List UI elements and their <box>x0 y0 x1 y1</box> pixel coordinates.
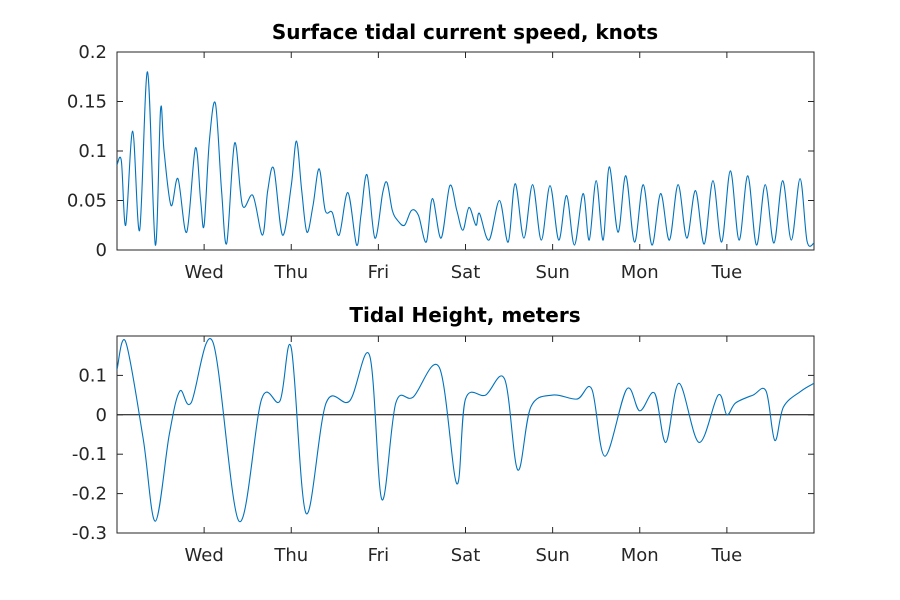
series-line-current-speed <box>117 71 814 247</box>
y-tick-label: -0.2 <box>72 484 107 505</box>
chart-title-current-speed: Surface tidal current speed, knots <box>272 20 658 44</box>
x-tick-label-sat: Sat <box>451 262 481 283</box>
x-tick-label-sun: Sun <box>536 545 570 566</box>
y-axis-current-speed: 0 0.05 0.1 0.15 0.2 <box>67 42 814 261</box>
y-tick-label: 0.05 <box>67 191 107 212</box>
series-line-tidal-height <box>117 338 814 522</box>
y-tick-label: 0 <box>96 405 107 426</box>
x-tick-label-thu: Thu <box>273 545 308 566</box>
current-speed-chart: Surface tidal current speed, knots 0 0.05… <box>67 20 815 283</box>
y-axis-tidal-height: -0.3 -0.2 -0.1 0 0.1 <box>72 365 814 544</box>
x-tick-label-mon: Mon <box>621 545 659 566</box>
x-tick-label-sun: Sun <box>536 262 570 283</box>
y-tick-label: 0.2 <box>78 42 107 63</box>
x-tick-label-sat: Sat <box>451 545 481 566</box>
y-tick-label: 0.1 <box>78 365 107 386</box>
x-axis-current-speed: Wed Thu Fri Sat Sun Mon Tue <box>185 52 743 283</box>
chart-title-tidal-height: Tidal Height, meters <box>349 303 580 327</box>
plot-area-tidal-height <box>116 335 815 534</box>
y-tick-label: 0.1 <box>78 141 107 162</box>
x-tick-label-mon: Mon <box>621 262 659 283</box>
x-tick-label-tue: Tue <box>711 262 743 283</box>
y-tick-label: 0.15 <box>67 92 107 113</box>
x-tick-label-fri: Fri <box>368 262 389 283</box>
x-tick-label-tue: Tue <box>711 545 743 566</box>
x-tick-label-wed: Wed <box>185 262 224 283</box>
x-tick-label-thu: Thu <box>273 262 308 283</box>
y-tick-label: -0.3 <box>72 523 107 544</box>
x-tick-label-fri: Fri <box>368 545 389 566</box>
y-tick-label: -0.1 <box>72 444 107 465</box>
tidal-height-chart: Tidal Height, meters -0.3 -0.2 -0.1 0 0.1 We… <box>72 303 815 566</box>
x-tick-label-wed: Wed <box>185 545 224 566</box>
x-axis-tidal-height: Wed Thu Fri Sat Sun Mon Tue <box>185 336 743 566</box>
y-tick-label: 0 <box>96 240 107 261</box>
